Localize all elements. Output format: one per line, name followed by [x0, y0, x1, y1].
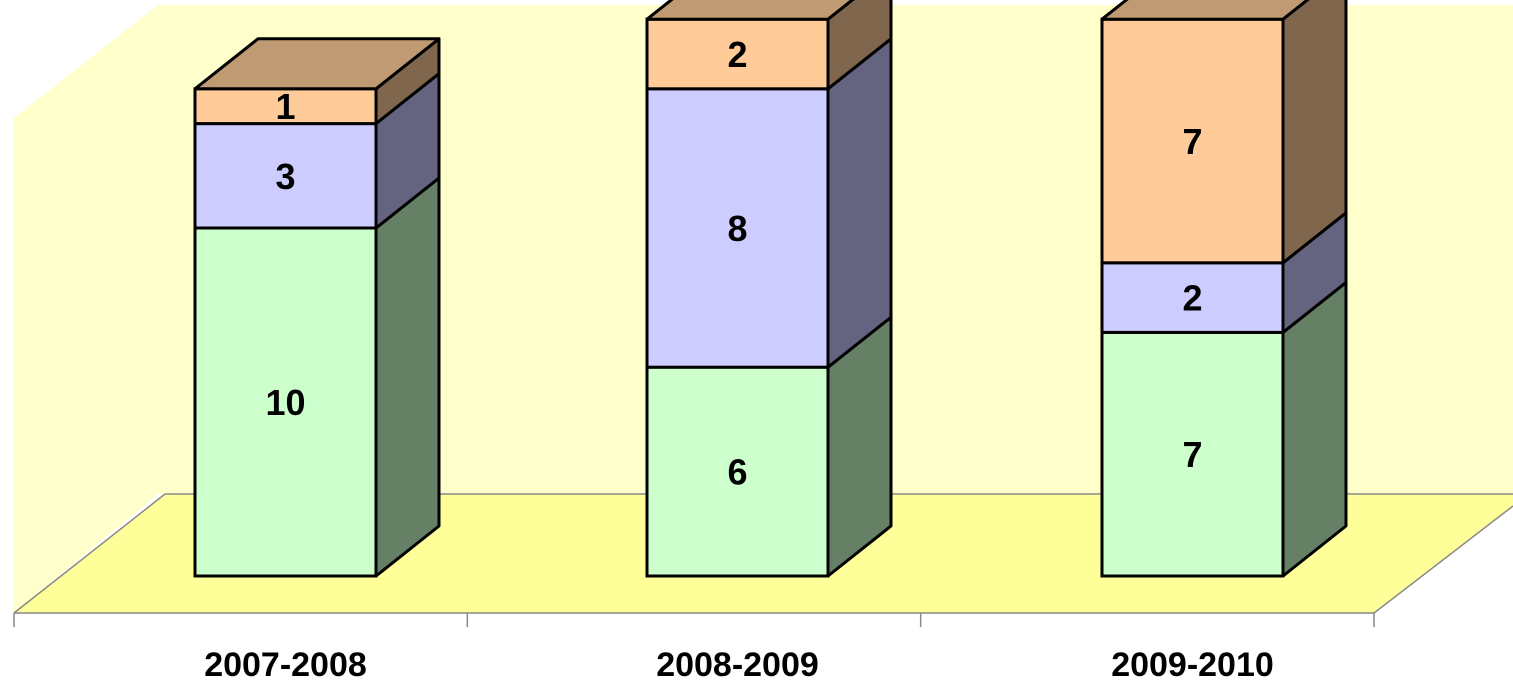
bar-side-segment	[374, 176, 441, 578]
bar-stack-2008-2009: 6 8 2	[645, 0, 893, 578]
data-label: 7	[1182, 121, 1202, 162]
bar-top-face	[645, 0, 855, 21]
floor-edge-right	[1373, 505, 1513, 614]
bar-side-segment	[826, 37, 893, 369]
bar-segment	[645, 365, 830, 578]
data-label: 3	[275, 156, 295, 197]
bar-segment	[1100, 17, 1285, 265]
bar-top-face	[193, 37, 441, 91]
data-label: 1	[275, 86, 295, 127]
bar-stack-2007-2008: 10 3 1	[193, 37, 441, 578]
floor-edge-left	[13, 493, 166, 614]
bar-top-face	[1100, 0, 1310, 21]
x-tick-label: 2008-2009	[656, 646, 819, 684]
data-label: 8	[727, 208, 747, 249]
bar-segment	[193, 122, 378, 230]
bar-segment	[645, 17, 830, 91]
bar-segment	[193, 87, 378, 126]
x-tick-label: 2009-2010	[1111, 646, 1274, 684]
data-label: 2	[727, 34, 747, 75]
x-tick-label: 2007-2008	[204, 646, 367, 684]
category-labels: 2007-2008 2008-2009 2009-2010	[204, 646, 1274, 684]
data-label: 10	[265, 382, 305, 423]
data-label: 2	[1182, 278, 1202, 319]
bar-stack-2009-2010: 7 2 7	[1100, 0, 1348, 578]
bar-segment	[193, 226, 378, 578]
bar-segment	[1100, 261, 1285, 334]
data-label: 7	[1182, 434, 1202, 475]
data-label: 6	[727, 452, 747, 493]
bar-segment	[645, 87, 830, 369]
x-axis	[13, 612, 1375, 627]
bar-segment	[1100, 330, 1285, 578]
bars: 10 3 1 6 8 2 7 2 7	[193, 0, 1348, 578]
